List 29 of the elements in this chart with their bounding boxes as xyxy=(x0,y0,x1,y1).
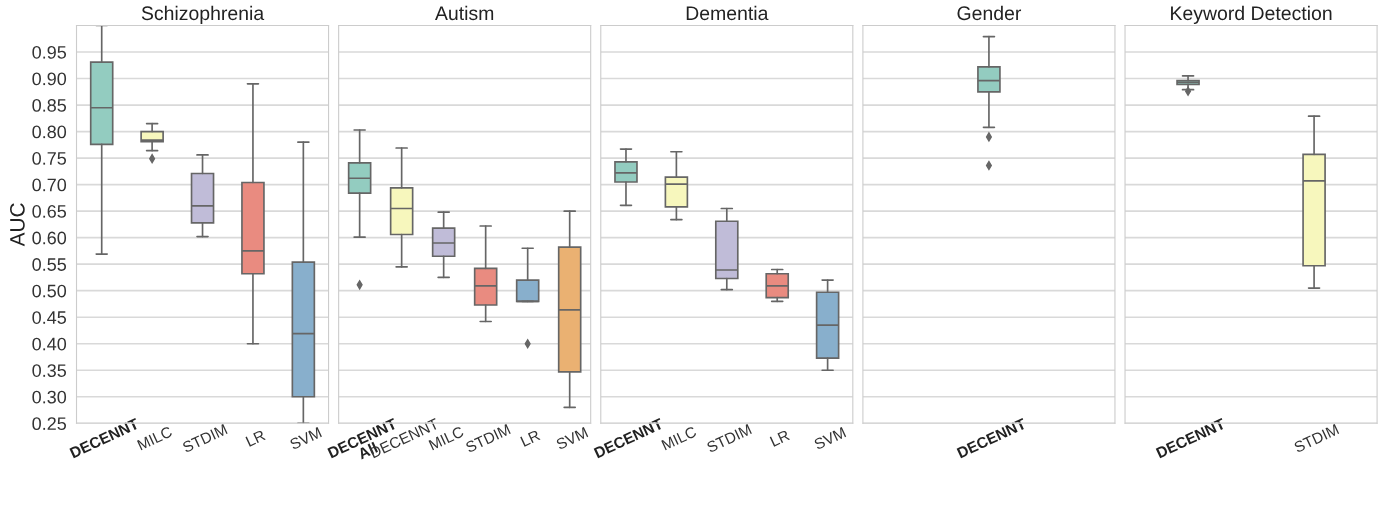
y-tick-label: 0.75 xyxy=(32,152,67,165)
x-tick-label: LR xyxy=(520,429,541,447)
y-tick-label: 0.85 xyxy=(32,98,67,112)
y-tick-label: 0.25 xyxy=(32,417,67,431)
y-tick-label: 0.70 xyxy=(32,178,67,192)
x-tick-label: MILC xyxy=(136,425,173,451)
y-tick-label: 0.35 xyxy=(32,364,67,377)
chart-title: Dementia xyxy=(686,5,769,21)
chart-title: Gender xyxy=(957,5,1022,21)
y-tick-label: 0.50 xyxy=(32,284,67,298)
chart-title: Autism xyxy=(434,5,494,21)
chart-title: Schizophrenia xyxy=(141,5,265,24)
y-tick-label: 0.65 xyxy=(32,205,67,218)
y-tick-label: 0.30 xyxy=(32,390,67,404)
x-tick-label: SVM xyxy=(813,426,847,450)
y-tick-label: 0.55 xyxy=(32,258,67,271)
x-tick-label: LR xyxy=(245,429,266,447)
y-tick-label: 0.40 xyxy=(32,337,67,351)
y-tick-label: 0.80 xyxy=(32,125,67,139)
y-tick-label: 0.45 xyxy=(32,311,67,324)
x-tick-label: SVM xyxy=(555,426,589,450)
chart-title: Keyword Detection xyxy=(1171,5,1332,24)
y-tick-label: 0.90 xyxy=(32,72,67,86)
x-tick-label: SVM xyxy=(289,426,322,450)
y-tick-label: 0.95 xyxy=(32,45,67,59)
y-axis-title: AUC xyxy=(10,203,25,247)
x-tick-label: MILC xyxy=(661,425,698,451)
y-tick-label: 0.60 xyxy=(32,231,67,245)
x-tick-label: LR xyxy=(769,429,791,447)
